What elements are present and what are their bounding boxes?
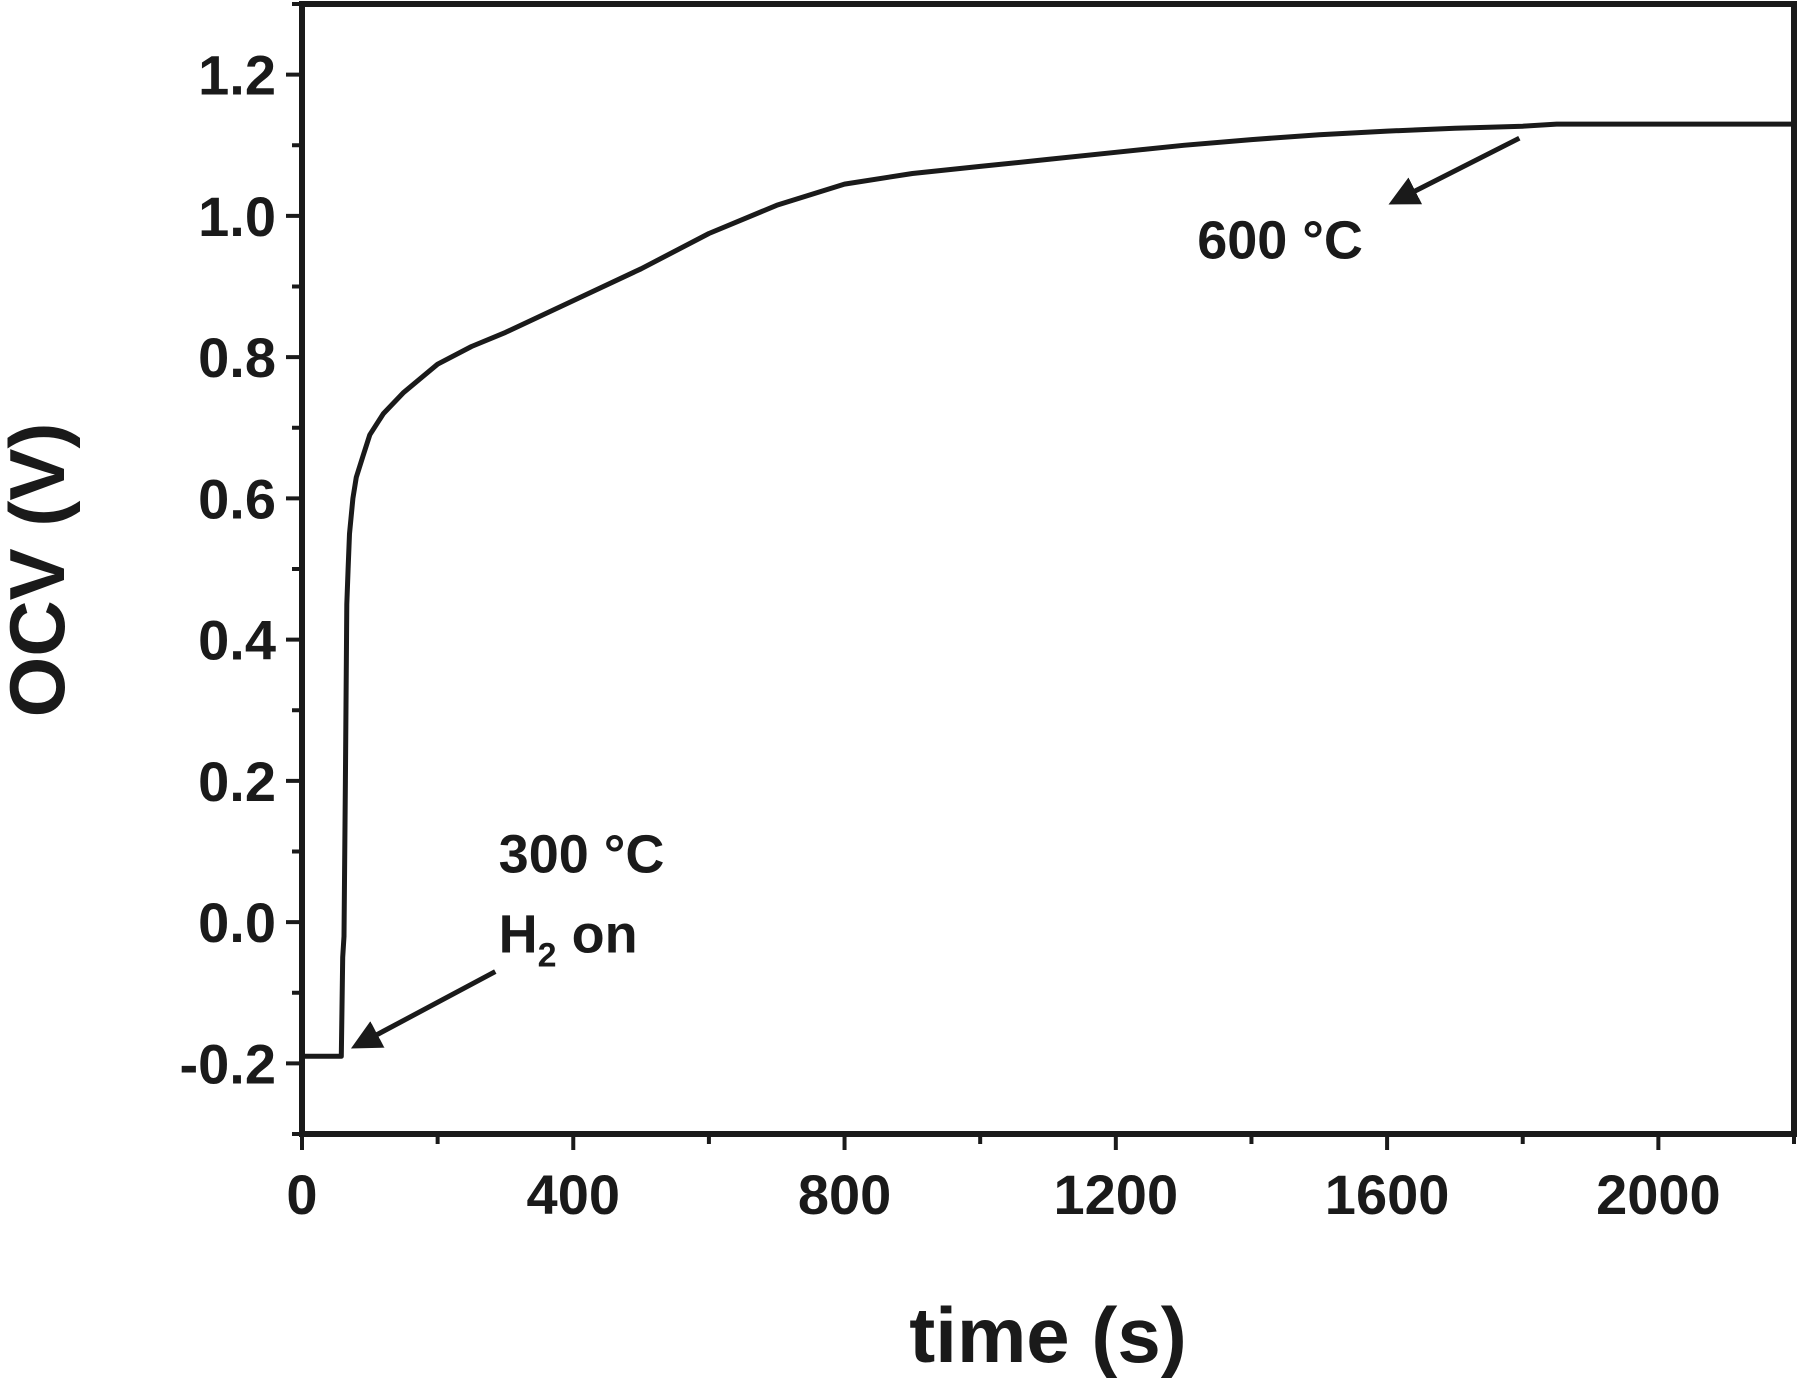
x-tick-label: 1200 xyxy=(1054,1163,1179,1226)
x-tick-label: 800 xyxy=(798,1163,891,1226)
annotations: 300 °C H2 on 600 °C xyxy=(350,135,1521,1049)
y-tick-label: 0.4 xyxy=(198,609,276,672)
annotation-arrow xyxy=(350,969,497,1049)
y-tick-label: 0.8 xyxy=(198,326,276,389)
annotation-arrow xyxy=(1388,135,1521,205)
x-tick-label: 2000 xyxy=(1596,1163,1721,1226)
x-axis-title: time (s) xyxy=(909,1291,1186,1379)
x-tick-label: 1600 xyxy=(1325,1163,1450,1226)
y-axis-title: OCV (V) xyxy=(0,423,81,718)
y-tick-label: 0.2 xyxy=(198,750,276,813)
annotation-label: 600 °C xyxy=(1197,210,1363,270)
y-tick-label: 0.6 xyxy=(198,467,276,530)
y-tick-label: 1.2 xyxy=(198,44,276,107)
x-tick-label: 0 xyxy=(286,1163,317,1226)
y-axis-ticks: -0.2 0.0 0.2 0.4 0.6 0.8 1.0 1.2 xyxy=(180,2,302,1136)
ocv-series-line xyxy=(299,121,1797,1059)
y-tick-label: 1.0 xyxy=(198,185,276,248)
x-tick-label: 400 xyxy=(527,1163,620,1226)
x-axis-ticks: 0 400 800 1200 1600 2000 xyxy=(286,1134,1796,1226)
annotation-label: H2 on xyxy=(499,905,638,975)
y-tick-label: -0.2 xyxy=(180,1032,277,1095)
y-tick-label: 0.0 xyxy=(198,891,276,954)
annotation-label: 300 °C xyxy=(499,825,665,885)
